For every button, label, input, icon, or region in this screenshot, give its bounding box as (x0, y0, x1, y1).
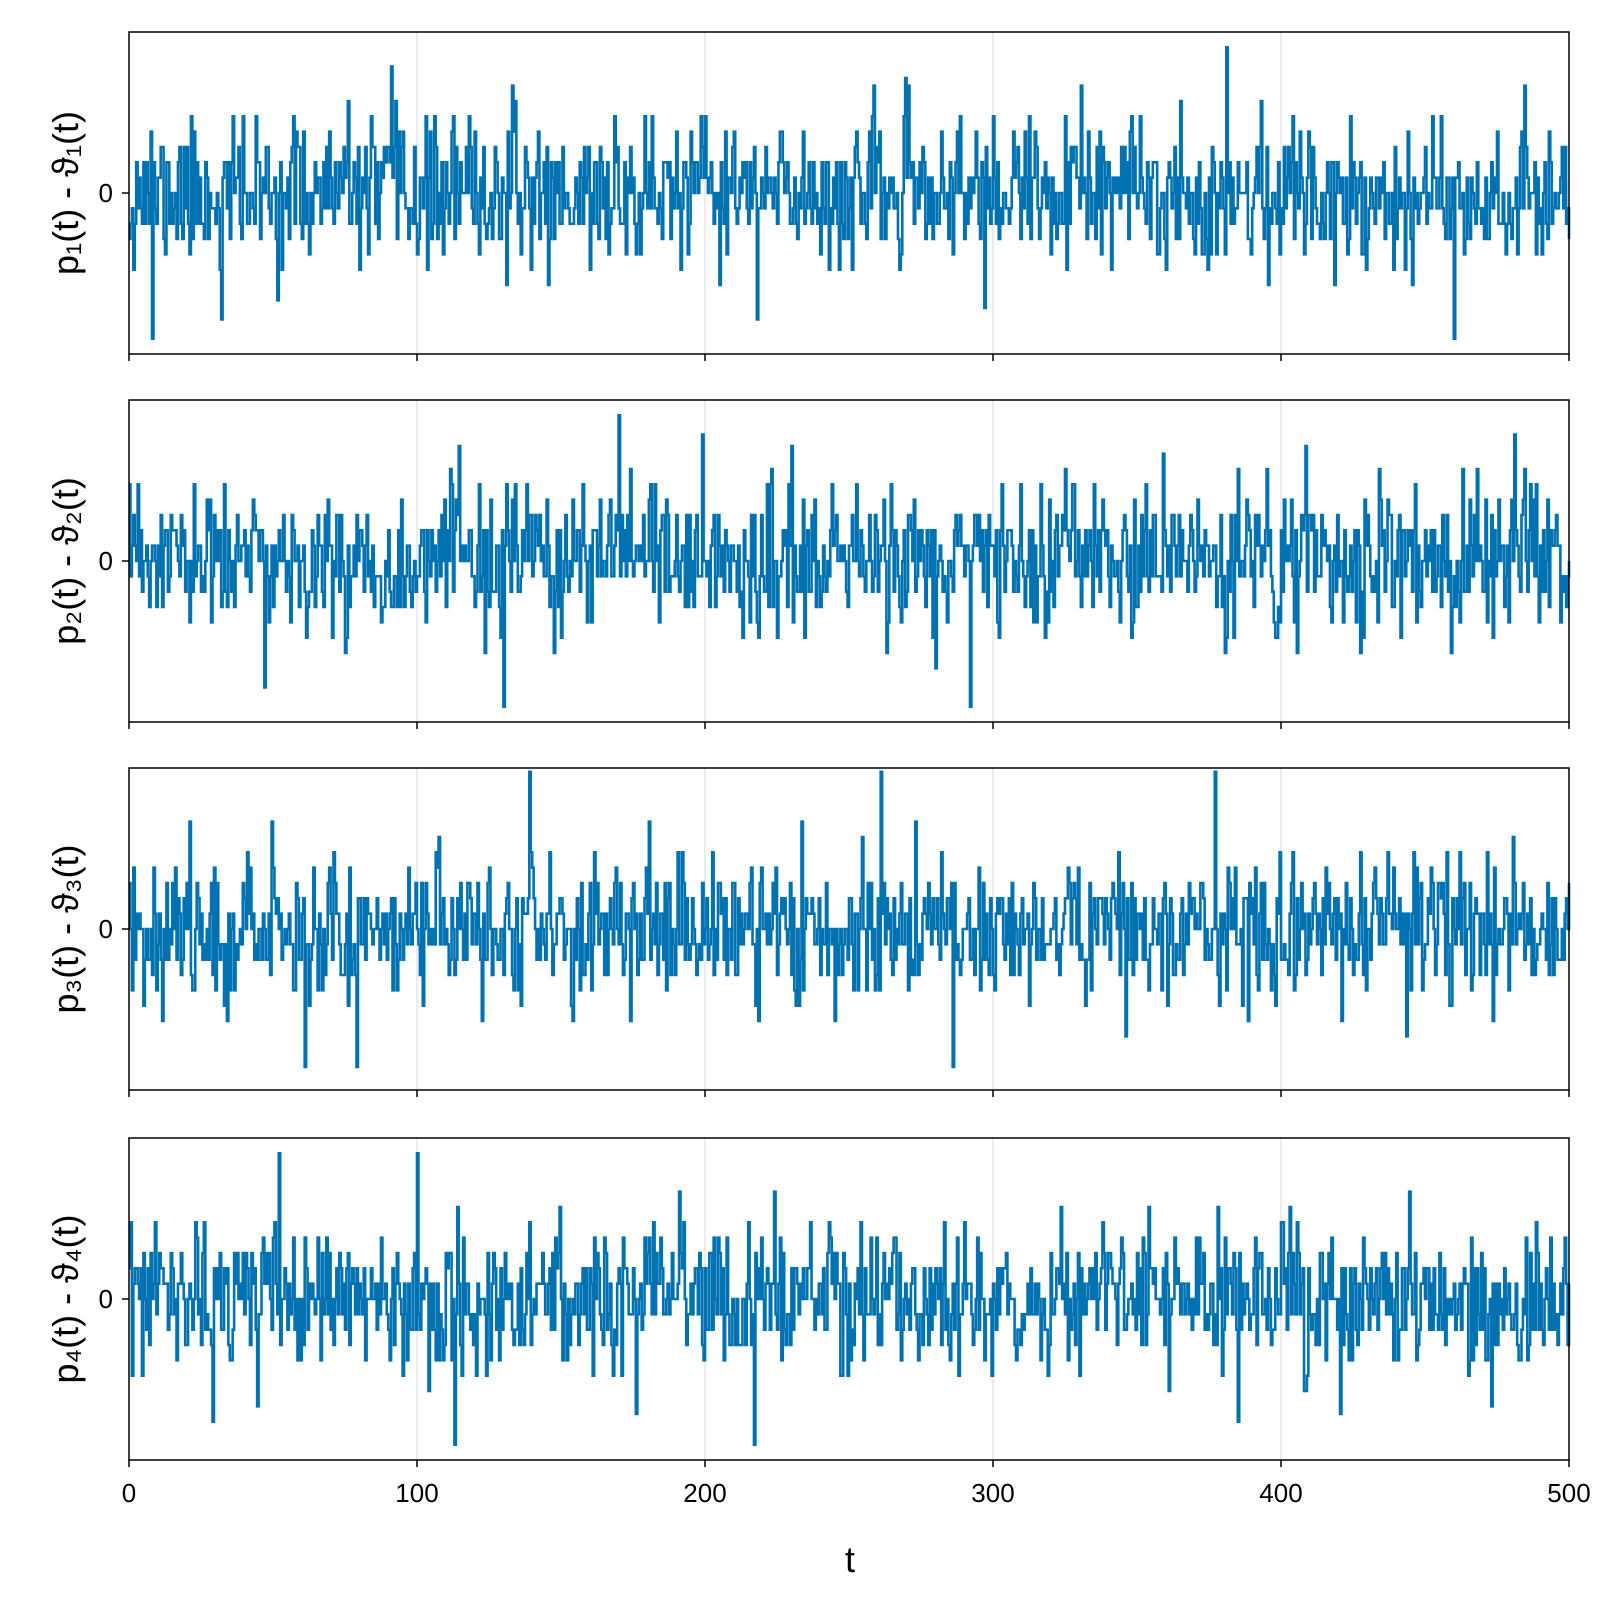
panel-4: 0 p₄(t) - ϑ₄(t) (45, 1137, 1571, 1467)
y-tick-label: 0 (99, 178, 113, 208)
y-axis-title-panel-1: p₁(t) - ϑ₁(t) (45, 111, 86, 275)
y-tick-label: 0 (99, 914, 113, 944)
x-tick-label: 400 (1259, 1478, 1302, 1508)
y-axis-title-panel-3: p₃(t) - ϑ₃(t) (45, 845, 86, 1014)
panel-1: 0 p₁(t) - ϑ₁(t) (45, 31, 1571, 361)
x-axis-labels: 0 100 200 300 400 500 (122, 1478, 1591, 1508)
x-tick-label: 0 (122, 1478, 136, 1508)
series-line-panel-2 (129, 414, 1571, 708)
x-tick-label: 300 (971, 1478, 1014, 1508)
series-line-panel-4 (129, 1152, 1571, 1446)
series-line-panel-1 (129, 46, 1571, 340)
y-axis-title-panel-4: p₄(t) - ϑ₄(t) (45, 1214, 86, 1383)
y-tick-label: 0 (99, 1284, 113, 1314)
y-tick-label: 0 (99, 546, 113, 576)
x-tick-label: 500 (1547, 1478, 1590, 1508)
panels-container: 0 p₁(t) - ϑ₁(t) 0 p₂(t) - ϑ₂(t) 0 p₃(t) - ϑ₃(… (45, 31, 1571, 1467)
x-axis-title: t (845, 1539, 855, 1580)
x-tick-label: 200 (683, 1478, 726, 1508)
panel-2: 0 p₂(t) - ϑ₂(t) (45, 399, 1571, 729)
y-axis-title-panel-2: p₂(t) - ϑ₂(t) (45, 477, 86, 645)
panel-3: 0 p₃(t) - ϑ₃(t) (45, 767, 1571, 1097)
series-line-panel-3 (129, 770, 1571, 1069)
x-tick-label: 100 (395, 1478, 438, 1508)
